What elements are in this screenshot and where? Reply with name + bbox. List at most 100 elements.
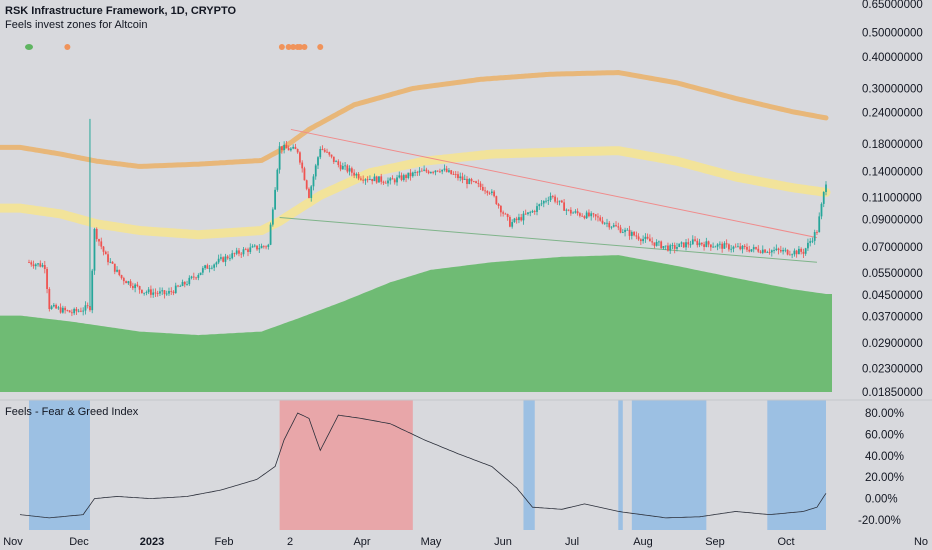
candle-body [64,307,67,311]
candle-body [156,293,159,294]
candle-body [766,252,769,253]
candle-body [556,201,559,203]
candle-body [420,170,423,172]
candle-body [226,256,229,259]
price-tick-label: 0.65000000 [862,0,923,11]
candle-body [816,232,818,233]
candle-body [380,176,383,182]
candle-body [599,217,602,221]
candle-body [542,201,545,204]
candle-body [104,251,107,255]
price-tick-label: 0.02300000 [862,363,923,375]
candle-body [220,257,222,259]
candle-body [86,305,89,307]
candle-body [161,290,164,292]
candle-body [454,174,457,175]
candle-body [432,172,435,173]
signal-dot-orange [64,44,71,50]
candle-body [522,213,525,221]
candle-body [741,245,744,250]
lower-band-area [0,255,832,392]
candle-body [186,284,188,285]
candle-body [283,144,286,151]
candle-body [545,200,547,202]
candle-body [554,196,556,202]
candle-body [667,245,669,251]
fear-greed-series [19,412,827,519]
candle-body [131,286,134,289]
chart-subtitle: Feels invest zones for Altcoin [5,19,147,31]
candle-body [192,276,195,278]
candle-body [538,204,541,207]
candle-body [271,209,274,225]
candle-body [825,184,827,192]
candle-body [353,172,356,176]
candle-body [615,225,617,227]
candle-body [527,212,529,215]
candle-body [597,216,599,218]
candle-body [621,232,624,233]
candle-body [238,250,240,254]
price-tick-label: 0.30000000 [862,83,923,95]
candle-body [134,284,137,289]
time-tick-label: 2023 [140,536,164,548]
time-tick-label: Jul [565,536,579,548]
candle-body [299,152,301,163]
candle-body [463,178,466,180]
candle-body [122,278,125,282]
candle-body [800,248,803,252]
candle-body [314,165,317,177]
candle-body [673,245,676,249]
candle-body [59,307,62,313]
time-tick-label: Oct [777,536,794,548]
candle-body [809,241,812,243]
candle-body [779,249,782,252]
greed-zone [279,400,413,530]
candle-body [296,149,299,153]
candle-body [755,247,757,249]
candle-body [536,206,538,212]
candle-body [777,248,780,250]
candle-body [425,169,428,172]
candle-body [91,270,94,311]
candle-body [168,291,170,294]
candle-body [770,250,773,253]
candle-body [201,268,204,273]
candle-body [253,245,256,247]
candle-body [696,240,699,246]
candle-body [213,264,216,268]
candle-body [231,253,234,259]
candle-body [208,268,211,269]
candle-body [452,174,455,175]
candle-body [337,161,340,165]
candle-body [712,246,715,248]
price-tick-label: 0.11000000 [862,193,922,205]
candle-body [703,244,705,247]
indicator-tick-label: 60.00% [865,429,904,441]
candle-body [671,245,674,246]
candle-body [590,213,593,217]
candle-body [436,170,439,172]
candle-body [461,176,464,180]
candle-body [174,285,177,294]
candle-body [644,236,647,239]
candle-body [748,249,751,252]
candle-body [642,238,645,242]
fear-zone [631,400,707,530]
candle-body [682,242,685,248]
time-axis: Nov Dec 2023 Feb 2 Apr May Jun Jul Aug Sep Oct No [3,536,928,548]
candle-body [579,213,581,216]
candle-body [617,226,620,228]
indicator-title: Feels - Fear & Greed Index [5,406,139,418]
candle-body [572,212,575,214]
candle-body [154,292,157,294]
candle-body [750,249,753,252]
candle-body [109,261,112,263]
candle-body [567,209,570,211]
candle-body [472,181,475,183]
candle-body [50,306,53,310]
candle-body [549,196,552,201]
candle-body [691,239,694,245]
candle-body [204,265,207,269]
